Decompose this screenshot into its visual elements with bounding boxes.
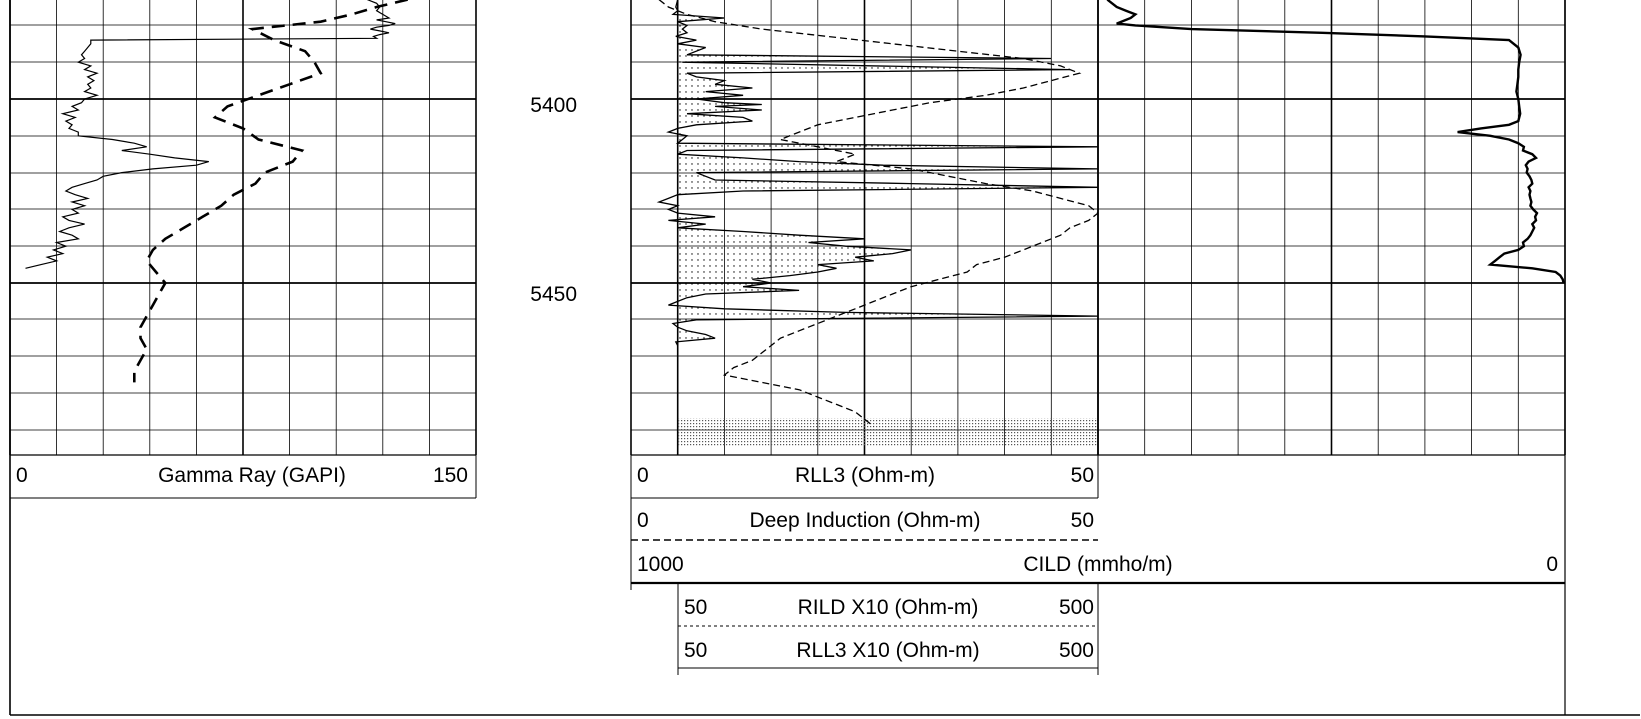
deep-induction-curve xyxy=(658,0,1098,428)
rll3-sand-shading xyxy=(677,0,1098,346)
cild-scale-max: 0 xyxy=(1546,553,1558,576)
rild-x10-scale-label: RILD X10 (Ohm-m) xyxy=(798,596,979,619)
depth-label-5400: 5400 xyxy=(530,94,577,117)
gamma-ray-scale-min: 0 xyxy=(16,464,28,487)
rild-x10-scale-max: 500 xyxy=(1059,596,1094,619)
gamma-ray-scale-label: Gamma Ray (GAPI) xyxy=(158,464,346,487)
rll3-x10-scale-max: 500 xyxy=(1059,639,1094,662)
cild-curve xyxy=(1106,0,1565,284)
rll3-scale-min: 0 xyxy=(637,464,649,487)
rll3-curve xyxy=(656,0,1098,346)
rll3-x10-scale-min: 50 xyxy=(684,639,707,662)
gamma-ray-curve xyxy=(25,0,396,269)
depth-label-5450: 5450 xyxy=(530,283,577,306)
gamma-ray-dashed-curve xyxy=(133,0,409,383)
rll3-x10-scale-label: RLL3 X10 (Ohm-m) xyxy=(796,639,979,662)
rild-x10-scale-min: 50 xyxy=(684,596,707,619)
bottom-dense-shading xyxy=(678,418,1098,446)
rll3-scale-label: RLL3 (Ohm-m) xyxy=(795,464,935,487)
rll3-scale-max: 50 xyxy=(1071,464,1094,487)
deep-induction-scale-max: 50 xyxy=(1071,509,1094,532)
log-shading xyxy=(677,0,1098,446)
scale-headers: 0 Gamma Ray (GAPI) 150 0 RLL3 (Ohm-m) 50… xyxy=(16,464,1558,662)
log-curves xyxy=(25,0,1565,428)
cild-scale-min: 1000 xyxy=(637,553,684,576)
gamma-ray-scale-max: 150 xyxy=(433,464,468,487)
deep-induction-scale-min: 0 xyxy=(637,509,649,532)
log-grid xyxy=(9,0,1640,716)
deep-induction-scale-label: Deep Induction (Ohm-m) xyxy=(749,509,980,532)
cild-scale-label: CILD (mmho/m) xyxy=(1023,553,1172,576)
